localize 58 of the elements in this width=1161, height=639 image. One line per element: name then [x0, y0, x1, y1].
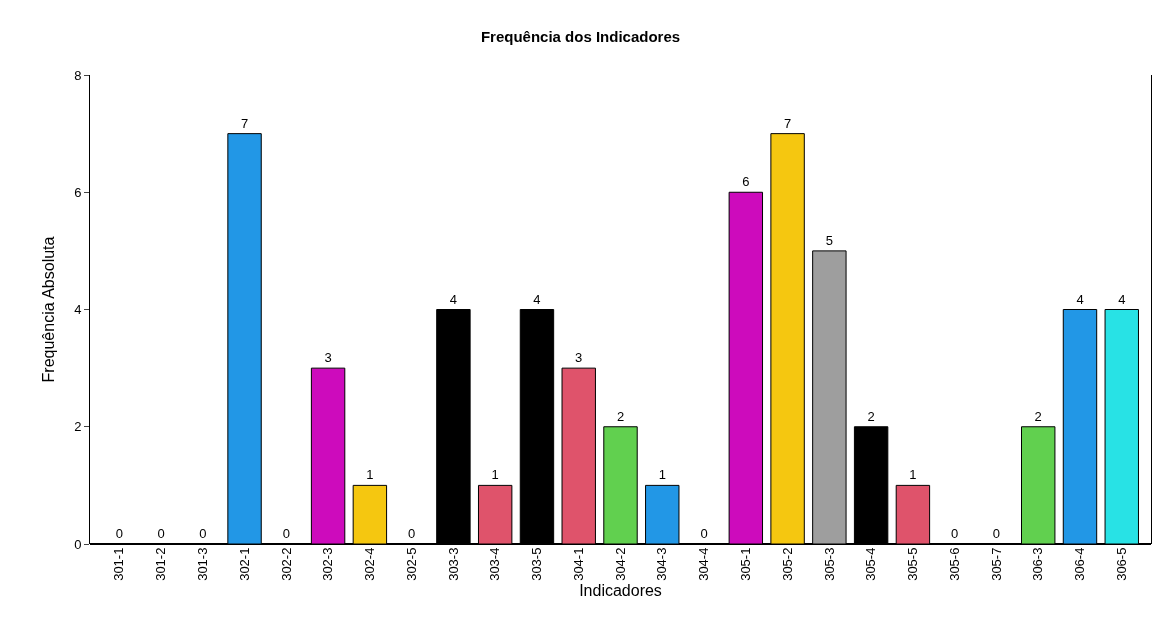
x-tick-label: 305-5	[905, 547, 921, 581]
data-label: 4	[1076, 291, 1084, 307]
x-tick-label: 305-2	[779, 547, 795, 581]
data-label: 0	[992, 526, 1001, 541]
x-tick-label: 301-2	[153, 547, 169, 581]
x-tick-label: 306-5	[1113, 547, 1129, 581]
data-label: 3	[575, 350, 583, 366]
x-tick-label: 306-4	[1072, 547, 1088, 581]
data-label: 0	[157, 526, 165, 541]
data-label: 2	[616, 408, 625, 424]
data-label: 2	[867, 408, 875, 424]
x-tick-label: 302-3	[320, 547, 336, 581]
y-tick-label: 0	[74, 536, 82, 552]
data-label: 1	[909, 467, 917, 483]
x-tick-label: 303-5	[529, 547, 545, 581]
data-label: 5	[825, 232, 833, 248]
x-tick-label: 304-3	[654, 547, 670, 581]
x-tick-label: 305-3	[821, 547, 837, 581]
x-tick-label: 305-6	[946, 547, 962, 581]
x-tick-label: 304-1	[570, 547, 586, 581]
data-label: 6	[742, 174, 750, 190]
y-axis-title: Frequência Absoluta	[40, 236, 58, 383]
x-tick-label: 302-4	[362, 547, 378, 581]
data-label: 7	[240, 115, 249, 131]
x-tick-label: 301-3	[195, 547, 211, 581]
data-label: 1	[366, 467, 374, 483]
y-tick-label: 4	[74, 302, 82, 318]
data-label: 4	[1118, 291, 1126, 307]
x-tick-label: 303-3	[445, 547, 461, 581]
y-tick-label: 2	[74, 419, 82, 435]
x-tick-label: 305-7	[988, 547, 1004, 581]
data-label: 0	[408, 526, 416, 541]
data-label: 3	[324, 350, 332, 366]
data-label: 0	[282, 526, 290, 541]
x-axis-title: Indicadores	[579, 581, 662, 599]
data-label: 4	[533, 291, 541, 307]
x-tick-label: 302-1	[236, 547, 252, 581]
x-tick-label: 304-4	[696, 547, 712, 581]
x-tick-label: 303-4	[487, 547, 503, 581]
y-tick-label: 8	[74, 67, 82, 83]
data-label: 0	[951, 526, 959, 541]
y-tick-label: 6	[74, 184, 82, 200]
x-tick-label: 305-1	[738, 547, 754, 581]
data-label: 7	[783, 115, 792, 131]
x-tick-label: 306-3	[1030, 547, 1046, 581]
x-tick-label: 302-2	[278, 547, 294, 581]
data-label: 0	[199, 526, 207, 541]
x-tick-label: 305-4	[863, 547, 879, 581]
data-label: 0	[115, 526, 123, 541]
chart-title: Frequência dos Indicadores	[480, 28, 681, 46]
data-label: 1	[491, 467, 499, 483]
x-tick-label: 301-1	[111, 547, 127, 581]
x-tick-label: 302-5	[403, 547, 419, 581]
data-label: 4	[449, 291, 458, 307]
data-label: 0	[700, 526, 708, 541]
data-label: 2	[1034, 408, 1042, 424]
x-tick-label: 304-2	[612, 547, 628, 581]
data-label: 1	[658, 467, 666, 483]
